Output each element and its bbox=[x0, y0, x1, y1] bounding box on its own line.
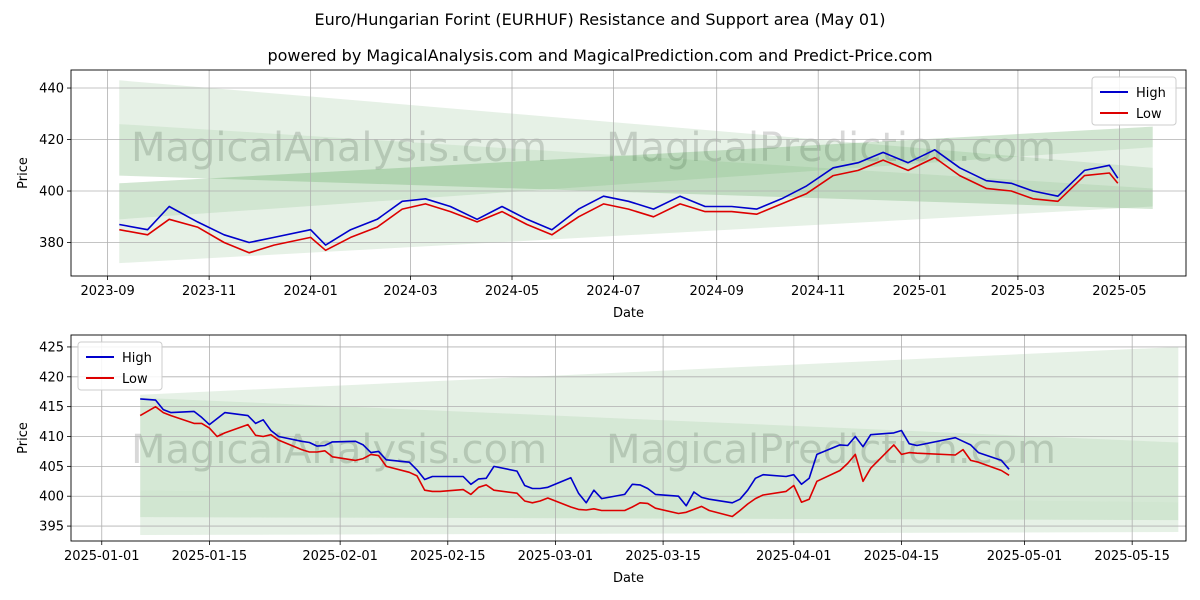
plot-frame bbox=[70, 69, 1187, 277]
series-line-low bbox=[139, 405, 1010, 518]
x-tick-label: 2025-05-15 bbox=[1094, 549, 1170, 564]
series-line-high bbox=[119, 149, 1119, 246]
x-tick-label: 2025-03-15 bbox=[625, 549, 701, 564]
legend-box bbox=[77, 341, 163, 391]
y-tick-label: 405 bbox=[39, 460, 64, 475]
x-tick-label: 2024-03 bbox=[383, 284, 437, 299]
x-tick-label: 2023-09 bbox=[80, 284, 134, 299]
chart-title: Euro/Hungarian Forint (EURHUF) Resistanc… bbox=[314, 10, 886, 29]
x-tick-label: 2024-07 bbox=[586, 284, 640, 299]
support-resistance-band bbox=[119, 147, 1153, 264]
watermark-text: MagicalAnalysis.com bbox=[131, 125, 547, 171]
series-line-high bbox=[140, 398, 1010, 507]
legend-label-high: High bbox=[122, 351, 152, 366]
support-resistance-band bbox=[140, 346, 1179, 443]
y-tick-label: 395 bbox=[39, 520, 64, 535]
y-tick-label: 400 bbox=[39, 185, 64, 200]
y-tick-label: 410 bbox=[39, 430, 64, 445]
y-tick-label: 400 bbox=[39, 490, 64, 505]
y-axis-label: Price bbox=[16, 157, 31, 189]
plot-area bbox=[71, 335, 1186, 541]
y-tick-label: 440 bbox=[39, 82, 64, 97]
support-resistance-band bbox=[140, 490, 1179, 521]
legend: High Low bbox=[1091, 76, 1177, 126]
chart-2: MagicalAnalysis.com MagicalPrediction.com… bbox=[16, 334, 1187, 586]
x-tick-label: 2025-01-15 bbox=[172, 549, 248, 564]
x-tick-label: 2024-09 bbox=[690, 284, 744, 299]
x-tick-label: 2025-03 bbox=[991, 284, 1045, 299]
watermark-text: MagicalAnalysis.com bbox=[131, 427, 547, 473]
x-tick-label: 2025-02-15 bbox=[410, 549, 486, 564]
support-resistance-band bbox=[119, 124, 1153, 210]
x-tick-label: 2025-05 bbox=[1092, 284, 1146, 299]
x-tick-label: 2025-05-01 bbox=[987, 549, 1063, 564]
legend: High Low bbox=[77, 341, 163, 391]
x-tick-label: 2023-11 bbox=[182, 284, 236, 299]
y-axis-label: Price bbox=[16, 422, 31, 454]
y-tick-label: 420 bbox=[39, 133, 64, 148]
chart-subtitle: powered by MagicalAnalysis.com and Magic… bbox=[267, 46, 933, 65]
legend-label-high: High bbox=[1136, 86, 1166, 101]
x-tick-label: 2025-02-01 bbox=[302, 549, 378, 564]
y-tick-label: 425 bbox=[39, 340, 64, 355]
y-tick-label: 420 bbox=[39, 370, 64, 385]
support-resistance-band bbox=[119, 80, 1153, 189]
x-tick-label: 2025-04-15 bbox=[864, 549, 940, 564]
legend-box bbox=[1091, 76, 1177, 126]
x-axis-label: Date bbox=[613, 306, 644, 321]
chart-1: MagicalAnalysis.com MagicalPrediction.com… bbox=[16, 69, 1187, 321]
y-tick-label: 415 bbox=[39, 400, 64, 415]
series-line-low bbox=[119, 156, 1119, 254]
legend-label-low: Low bbox=[1136, 107, 1162, 122]
x-tick-label: 2024-05 bbox=[485, 284, 539, 299]
legend-label-low: Low bbox=[122, 372, 148, 387]
support-resistance-band bbox=[119, 126, 1153, 220]
x-tick-label: 2025-04-01 bbox=[756, 549, 832, 564]
x-tick-label: 2024-01 bbox=[283, 284, 337, 299]
plot-frame bbox=[70, 334, 1187, 542]
support-resistance-band bbox=[140, 397, 1179, 503]
x-tick-label: 2025-01 bbox=[893, 284, 947, 299]
watermark-text: MagicalPrediction.com bbox=[606, 125, 1056, 171]
y-tick-label: 380 bbox=[39, 236, 64, 251]
watermark-text: MagicalPrediction.com bbox=[606, 427, 1056, 473]
x-axis-label: Date bbox=[613, 571, 644, 586]
x-tick-label: 2025-03-01 bbox=[518, 549, 594, 564]
x-tick-label: 2024-11 bbox=[791, 284, 845, 299]
x-tick-label: 2025-01-01 bbox=[64, 549, 140, 564]
